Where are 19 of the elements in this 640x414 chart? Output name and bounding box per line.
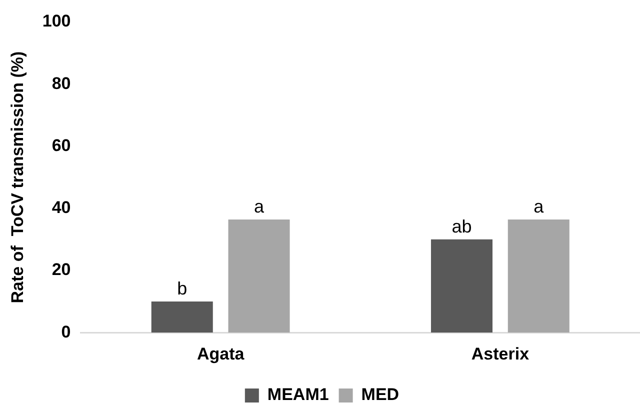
- legend-label: MED: [361, 385, 400, 404]
- data-label: a: [534, 196, 545, 217]
- data-label: b: [177, 278, 188, 299]
- y-tick-label: 60: [52, 136, 71, 155]
- y-tick-label: 40: [52, 198, 71, 218]
- bar: [228, 220, 290, 333]
- y-tick-label: 80: [52, 74, 71, 93]
- x-tick-label: Agata: [196, 344, 245, 364]
- x-tick-label: Asterix: [471, 344, 530, 364]
- bar: [430, 239, 492, 333]
- y-axis-title: Rate of ToCV transmission (%): [8, 51, 27, 304]
- bar: [151, 302, 213, 333]
- bar: [508, 220, 570, 333]
- y-tick-label: 20: [52, 260, 71, 280]
- y-tick-label: 0: [61, 322, 71, 342]
- legend-label: MEAM1: [267, 385, 329, 404]
- data-label: a: [254, 196, 266, 217]
- y-tick-label: 100: [42, 12, 71, 31]
- data-label: ab: [452, 216, 472, 236]
